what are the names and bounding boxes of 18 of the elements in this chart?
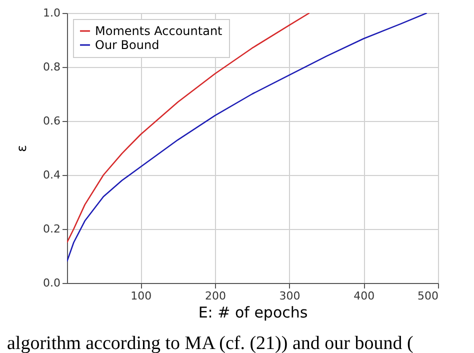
- legend-label: Moments Accountant: [95, 24, 223, 38]
- x-tick-label: 400: [354, 290, 375, 302]
- x-tick-label: 100: [130, 290, 152, 302]
- line-series: [67, 13, 428, 262]
- y-tick-label: 0.4: [43, 168, 60, 182]
- x-axis-title: E: # of epochs: [198, 304, 308, 322]
- y-tick-label: 1.0: [43, 6, 60, 20]
- y-axis-title: ε: [15, 144, 30, 152]
- text: algorithm according to MA (cf. (21)) and our bound (: [7, 333, 414, 353]
- line-series: [67, 13, 310, 244]
- y-tick-label: 0.8: [43, 60, 60, 74]
- y-tick-label: 0.2: [43, 222, 60, 236]
- x-tick-label: 500: [418, 290, 438, 302]
- legend-label: Our Bound: [95, 38, 160, 52]
- x-tick-label: 200: [204, 290, 226, 302]
- x-tick-label: 300: [279, 290, 300, 302]
- y-tick-label: 0.0: [43, 276, 60, 290]
- y-tick-label: 0.6: [43, 114, 60, 128]
